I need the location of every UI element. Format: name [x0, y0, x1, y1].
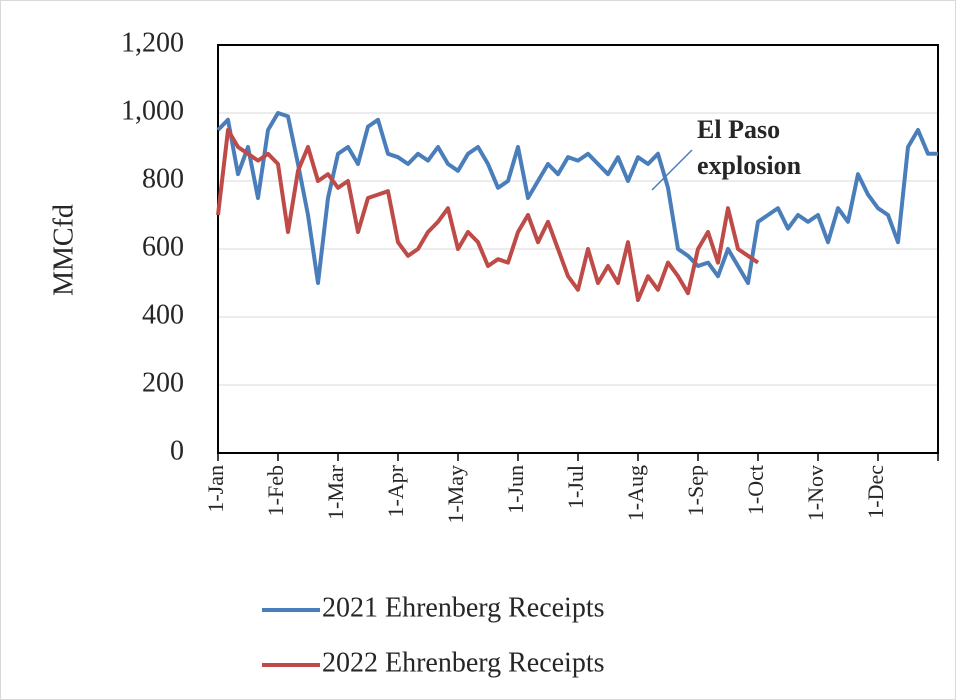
y-tick-label: 600: [142, 231, 184, 262]
y-tick-label: 1,200: [121, 27, 184, 58]
y-tick-label: 800: [142, 163, 184, 194]
x-tick-label: 1-Jul: [563, 465, 588, 509]
annotation-pointer: [651, 149, 693, 191]
x-tick-label: 1-Dec: [863, 465, 888, 519]
y-tick-label: 400: [142, 299, 184, 330]
x-tick-label: 1-Sep: [683, 465, 708, 516]
x-tick-label: 1-Mar: [323, 464, 348, 520]
x-tick-label: 1-Feb: [263, 465, 288, 516]
x-tick-label: 1-May: [443, 465, 468, 524]
y-tick-label: 1,000: [121, 95, 184, 126]
annotation: El Paso: [697, 115, 780, 144]
y-axis-label: MMCfd: [48, 204, 79, 296]
y-tick-label: 0: [170, 435, 184, 466]
x-tick-label: 1-Nov: [803, 465, 828, 521]
series-line: [216, 111, 938, 285]
series-line: [216, 128, 760, 302]
legend-label: 2022 Ehrenberg Receipts: [322, 647, 605, 678]
x-tick-label: 1-Jan: [203, 465, 228, 513]
annotation: explosion: [697, 151, 802, 180]
x-tick-label: 1-Aug: [623, 465, 648, 521]
x-tick-label: 1-Apr: [383, 464, 408, 517]
y-tick-label: 200: [142, 367, 184, 398]
x-tick-label: 1-Jun: [503, 465, 528, 514]
legend-label: 2021 Ehrenberg Receipts: [322, 592, 605, 623]
x-tick-label: 1-Oct: [743, 465, 768, 515]
